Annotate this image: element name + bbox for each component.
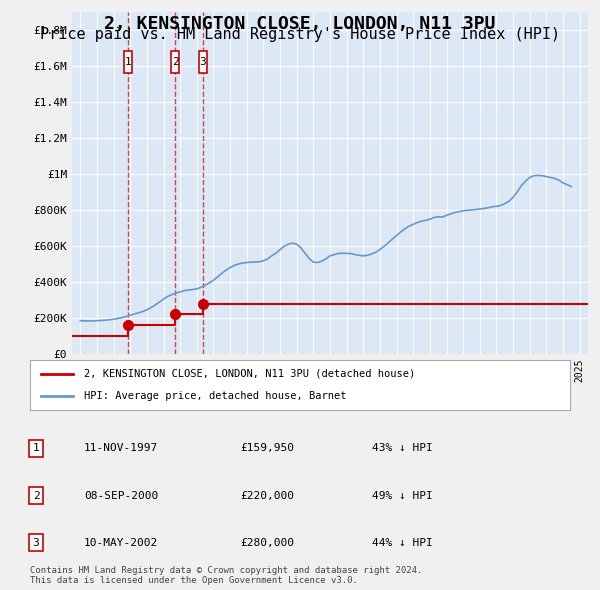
Text: Contains HM Land Registry data © Crown copyright and database right 2024.: Contains HM Land Registry data © Crown c… [30,566,422,575]
Text: 2, KENSINGTON CLOSE, LONDON, N11 3PU: 2, KENSINGTON CLOSE, LONDON, N11 3PU [104,15,496,33]
Text: 44% ↓ HPI: 44% ↓ HPI [372,538,433,548]
FancyBboxPatch shape [199,51,207,73]
Text: 2: 2 [32,491,40,500]
Text: £220,000: £220,000 [240,491,294,500]
Text: 1: 1 [125,57,131,67]
Text: 10-MAY-2002: 10-MAY-2002 [84,538,158,548]
Text: 11-NOV-1997: 11-NOV-1997 [84,444,158,453]
Text: £159,950: £159,950 [240,444,294,453]
Text: Price paid vs. HM Land Registry's House Price Index (HPI): Price paid vs. HM Land Registry's House … [40,27,560,41]
Text: This data is licensed under the Open Government Licence v3.0.: This data is licensed under the Open Gov… [30,576,358,585]
FancyBboxPatch shape [124,51,132,73]
Text: 43% ↓ HPI: 43% ↓ HPI [372,444,433,453]
Text: 2, KENSINGTON CLOSE, LONDON, N11 3PU (detached house): 2, KENSINGTON CLOSE, LONDON, N11 3PU (de… [84,369,415,379]
Text: £280,000: £280,000 [240,538,294,548]
Text: HPI: Average price, detached house, Barnet: HPI: Average price, detached house, Barn… [84,391,347,401]
Text: 49% ↓ HPI: 49% ↓ HPI [372,491,433,500]
Text: 3: 3 [32,538,40,548]
Text: 08-SEP-2000: 08-SEP-2000 [84,491,158,500]
FancyBboxPatch shape [171,51,179,73]
Text: 1: 1 [32,444,40,453]
Text: 3: 3 [199,57,206,67]
Text: 2: 2 [172,57,178,67]
